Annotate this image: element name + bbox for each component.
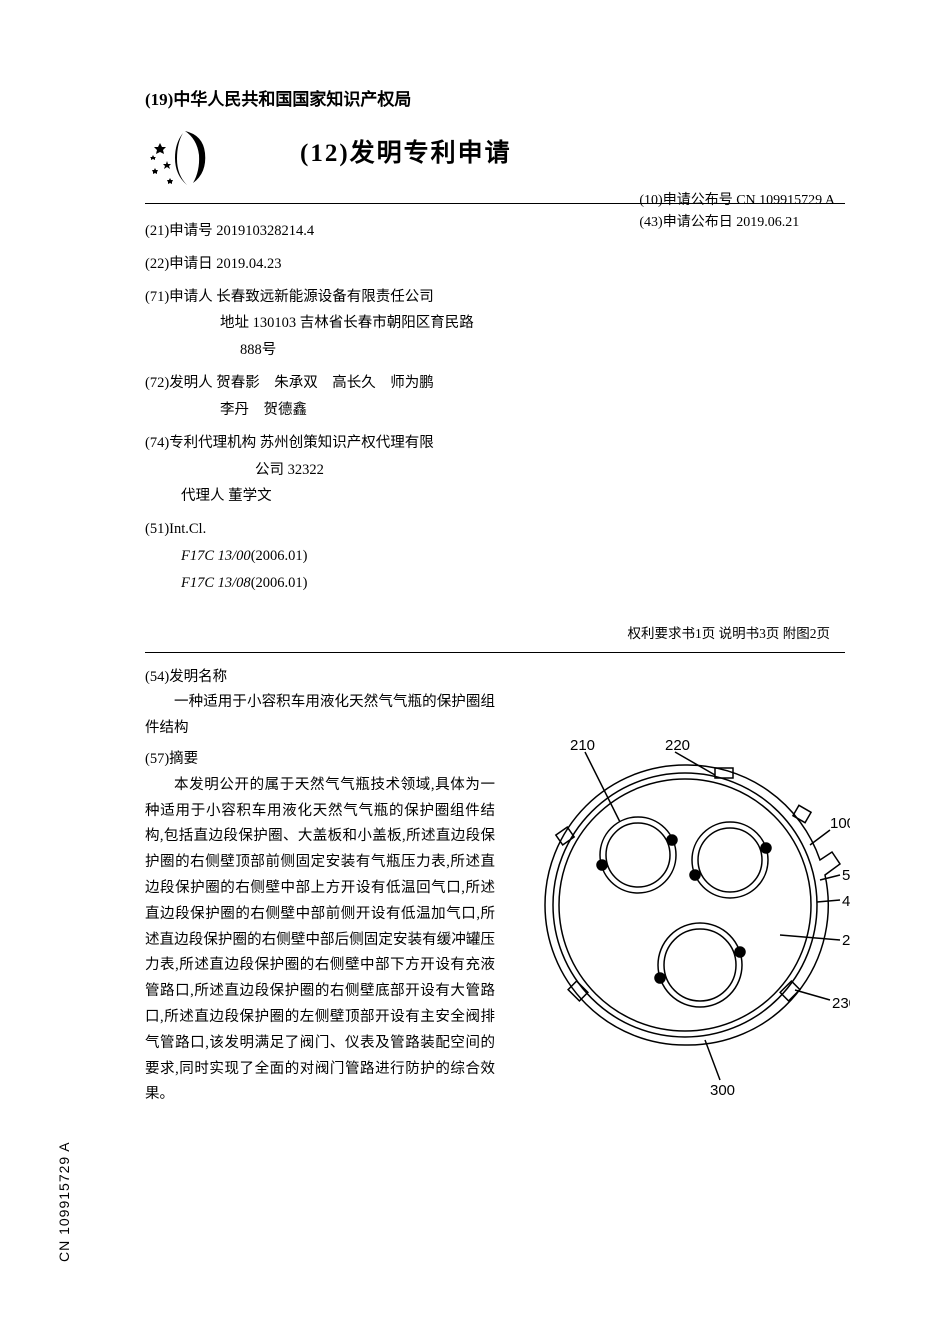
app-date-label: (22)申请日 (145, 256, 213, 272)
agent-label: 代理人 (181, 488, 225, 504)
app-number-label: (21)申请号 (145, 223, 213, 239)
agent-row: 代理人 董学文 (145, 483, 525, 510)
fig-label-210: 210 (570, 740, 595, 754)
ipc-1: F17C 13/00(2006.01) (145, 543, 525, 570)
fig-label-100: 100 (830, 815, 850, 832)
abstract-label: (57)摘要 (145, 747, 495, 773)
pub-number-value: CN 109915729 A (736, 193, 835, 208)
ipc-2: F17C 13/08(2006.01) (145, 570, 525, 597)
patent-figure-icon: 210 220 100 500 400 200 230 300 (520, 740, 850, 1100)
invention-title: 一种适用于小容积车用液化天然气气瓶的保护圈组件结构 (145, 690, 495, 742)
address-line1: 130103 吉林省长春市朝阳区育民路 (253, 315, 474, 331)
inventor-row: (72)发明人 贺春影 朱承双 高长久 师为鹏 李丹 贺德鑫 (145, 370, 525, 424)
divider-mid (145, 652, 845, 653)
ipc1-code: F17C 13/00 (181, 548, 251, 564)
ipc-row: (51)Int.Cl. F17C 13/00(2006.01) F17C 13/… (145, 516, 525, 596)
bibliographic-block: (21)申请号 201910328214.4 (22)申请日 2019.04.2… (145, 218, 525, 597)
figure-column: 210 220 100 500 400 200 230 300 (520, 665, 850, 1109)
pub-number-label: (10)申请公布号 (639, 193, 732, 208)
pub-date-row: (43)申请公布日 2019.06.21 (639, 212, 835, 234)
page-counts: 权利要求书1页 说明书3页 附图2页 (145, 622, 845, 642)
cnipa-logo-icon (145, 123, 230, 193)
fig-label-300: 300 (710, 1082, 735, 1099)
patent-page: (19)中华人民共和国国家知识产权局 (12)发明专利申请 (10)申请公布号 … (0, 0, 945, 1337)
applicant-label: (71)申请人 (145, 289, 213, 305)
publication-info: (10)申请公布号 CN 109915729 A (43)申请公布日 2019.… (639, 190, 835, 235)
fig-label-220: 220 (665, 740, 690, 754)
address-label: 地址 (220, 315, 249, 331)
ipc1-year: (2006.01) (251, 548, 308, 564)
spine-pub-number: CN 109915729 A (56, 1141, 72, 1262)
pub-date-value: 2019.06.21 (736, 215, 799, 230)
fig-label-230: 230 (832, 995, 850, 1012)
authority-line: (19)中华人民共和国国家知识产权局 (145, 85, 845, 110)
ipc-label: (51)Int.Cl. (145, 516, 525, 543)
agency-row: (74)专利代理机构 苏州创策知识产权代理有限 公司 32322 代理人 董学文 (145, 430, 525, 510)
header-row: (12)发明专利申请 (145, 128, 845, 193)
applicant-row: (71)申请人 长春致远新能源设备有限责任公司 地址 130103 吉林省长春市… (145, 284, 525, 364)
invention-title-label: (54)发明名称 (145, 665, 495, 691)
pub-number-row: (10)申请公布号 CN 109915729 A (639, 190, 835, 212)
inventors-line1: 贺春影 朱承双 高长久 师为鹏 (216, 375, 434, 391)
app-date-row: (22)申请日 2019.04.23 (145, 251, 525, 278)
app-date-value: 2019.04.23 (216, 256, 281, 272)
inventor-label: (72)发明人 (145, 375, 213, 391)
invention-title-block: (54)发明名称 一种适用于小容积车用液化天然气气瓶的保护圈组件结构 (145, 665, 495, 742)
address-line2: 888号 (145, 337, 525, 364)
abstract-text: 本发明公开的属于天然气气瓶技术领域,具体为一种适用于小容积车用液化天然气气瓶的保… (145, 773, 495, 1108)
abstract-column: (54)发明名称 一种适用于小容积车用液化天然气气瓶的保护圈组件结构 (57)摘… (145, 665, 495, 1109)
agent-name: 董学文 (228, 488, 272, 504)
fig-label-200: 200 (842, 932, 850, 949)
doc-type-title: (12)发明专利申请 (300, 133, 512, 169)
fig-label-400: 400 (842, 893, 850, 910)
inventors-line2: 李丹 贺德鑫 (145, 397, 525, 424)
lower-section: (54)发明名称 一种适用于小容积车用液化天然气气瓶的保护圈组件结构 (57)摘… (145, 665, 845, 1109)
app-number-value: 201910328214.4 (216, 223, 314, 239)
ipc2-year: (2006.01) (251, 575, 308, 591)
ipc2-code: F17C 13/08 (181, 575, 251, 591)
fig-label-500: 500 (842, 867, 850, 884)
agency-name2: 公司 32322 (145, 457, 525, 484)
agency-label: (74)专利代理机构 (145, 435, 256, 451)
agency-name: 苏州创策知识产权代理有限 (260, 435, 434, 451)
pub-date-label: (43)申请公布日 (639, 215, 732, 230)
app-number-row: (21)申请号 201910328214.4 (145, 218, 525, 245)
applicant-name: 长春致远新能源设备有限责任公司 (216, 289, 434, 305)
address-row: 地址 130103 吉林省长春市朝阳区育民路 (145, 310, 525, 337)
